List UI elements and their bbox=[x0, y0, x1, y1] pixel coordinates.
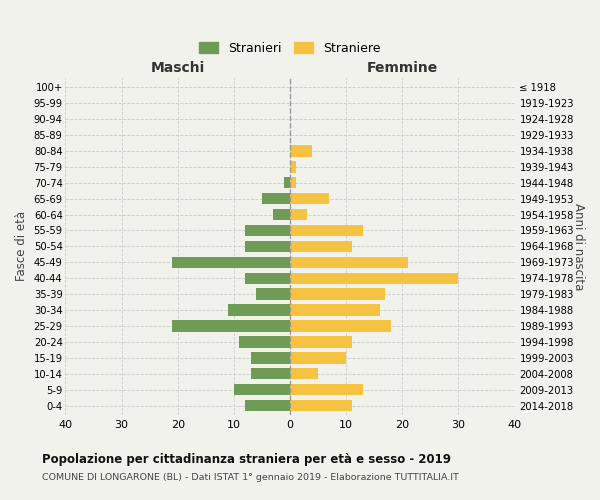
Bar bbox=[290, 240, 352, 252]
Bar bbox=[290, 145, 313, 156]
Bar bbox=[290, 320, 391, 332]
Bar bbox=[290, 304, 380, 316]
Y-axis label: Anni di nascita: Anni di nascita bbox=[572, 202, 585, 290]
Bar bbox=[290, 368, 318, 380]
Bar bbox=[290, 224, 363, 236]
Legend: Stranieri, Straniere: Stranieri, Straniere bbox=[194, 36, 385, 60]
Bar bbox=[245, 400, 290, 411]
Bar bbox=[251, 352, 290, 364]
Bar bbox=[290, 193, 329, 204]
Bar bbox=[256, 288, 290, 300]
Bar bbox=[228, 304, 290, 316]
Bar bbox=[262, 193, 290, 204]
Bar bbox=[284, 177, 290, 188]
Bar bbox=[245, 272, 290, 284]
Bar bbox=[172, 320, 290, 332]
Y-axis label: Fasce di età: Fasce di età bbox=[15, 212, 28, 282]
Text: Femmine: Femmine bbox=[367, 62, 438, 76]
Bar bbox=[234, 384, 290, 396]
Bar bbox=[290, 336, 352, 347]
Bar bbox=[245, 240, 290, 252]
Bar bbox=[290, 161, 296, 172]
Bar bbox=[290, 209, 307, 220]
Text: COMUNE DI LONGARONE (BL) - Dati ISTAT 1° gennaio 2019 - Elaborazione TUTTITALIA.: COMUNE DI LONGARONE (BL) - Dati ISTAT 1°… bbox=[42, 472, 459, 482]
Bar bbox=[290, 352, 346, 364]
Bar bbox=[290, 384, 363, 396]
Text: Maschi: Maschi bbox=[151, 62, 205, 76]
Bar bbox=[290, 256, 408, 268]
Bar bbox=[245, 224, 290, 236]
Bar bbox=[290, 177, 296, 188]
Bar bbox=[290, 288, 385, 300]
Bar bbox=[239, 336, 290, 347]
Bar bbox=[290, 400, 352, 411]
Bar bbox=[251, 368, 290, 380]
Bar bbox=[172, 256, 290, 268]
Bar bbox=[290, 272, 458, 284]
Bar bbox=[273, 209, 290, 220]
Text: Popolazione per cittadinanza straniera per età e sesso - 2019: Popolazione per cittadinanza straniera p… bbox=[42, 452, 451, 466]
